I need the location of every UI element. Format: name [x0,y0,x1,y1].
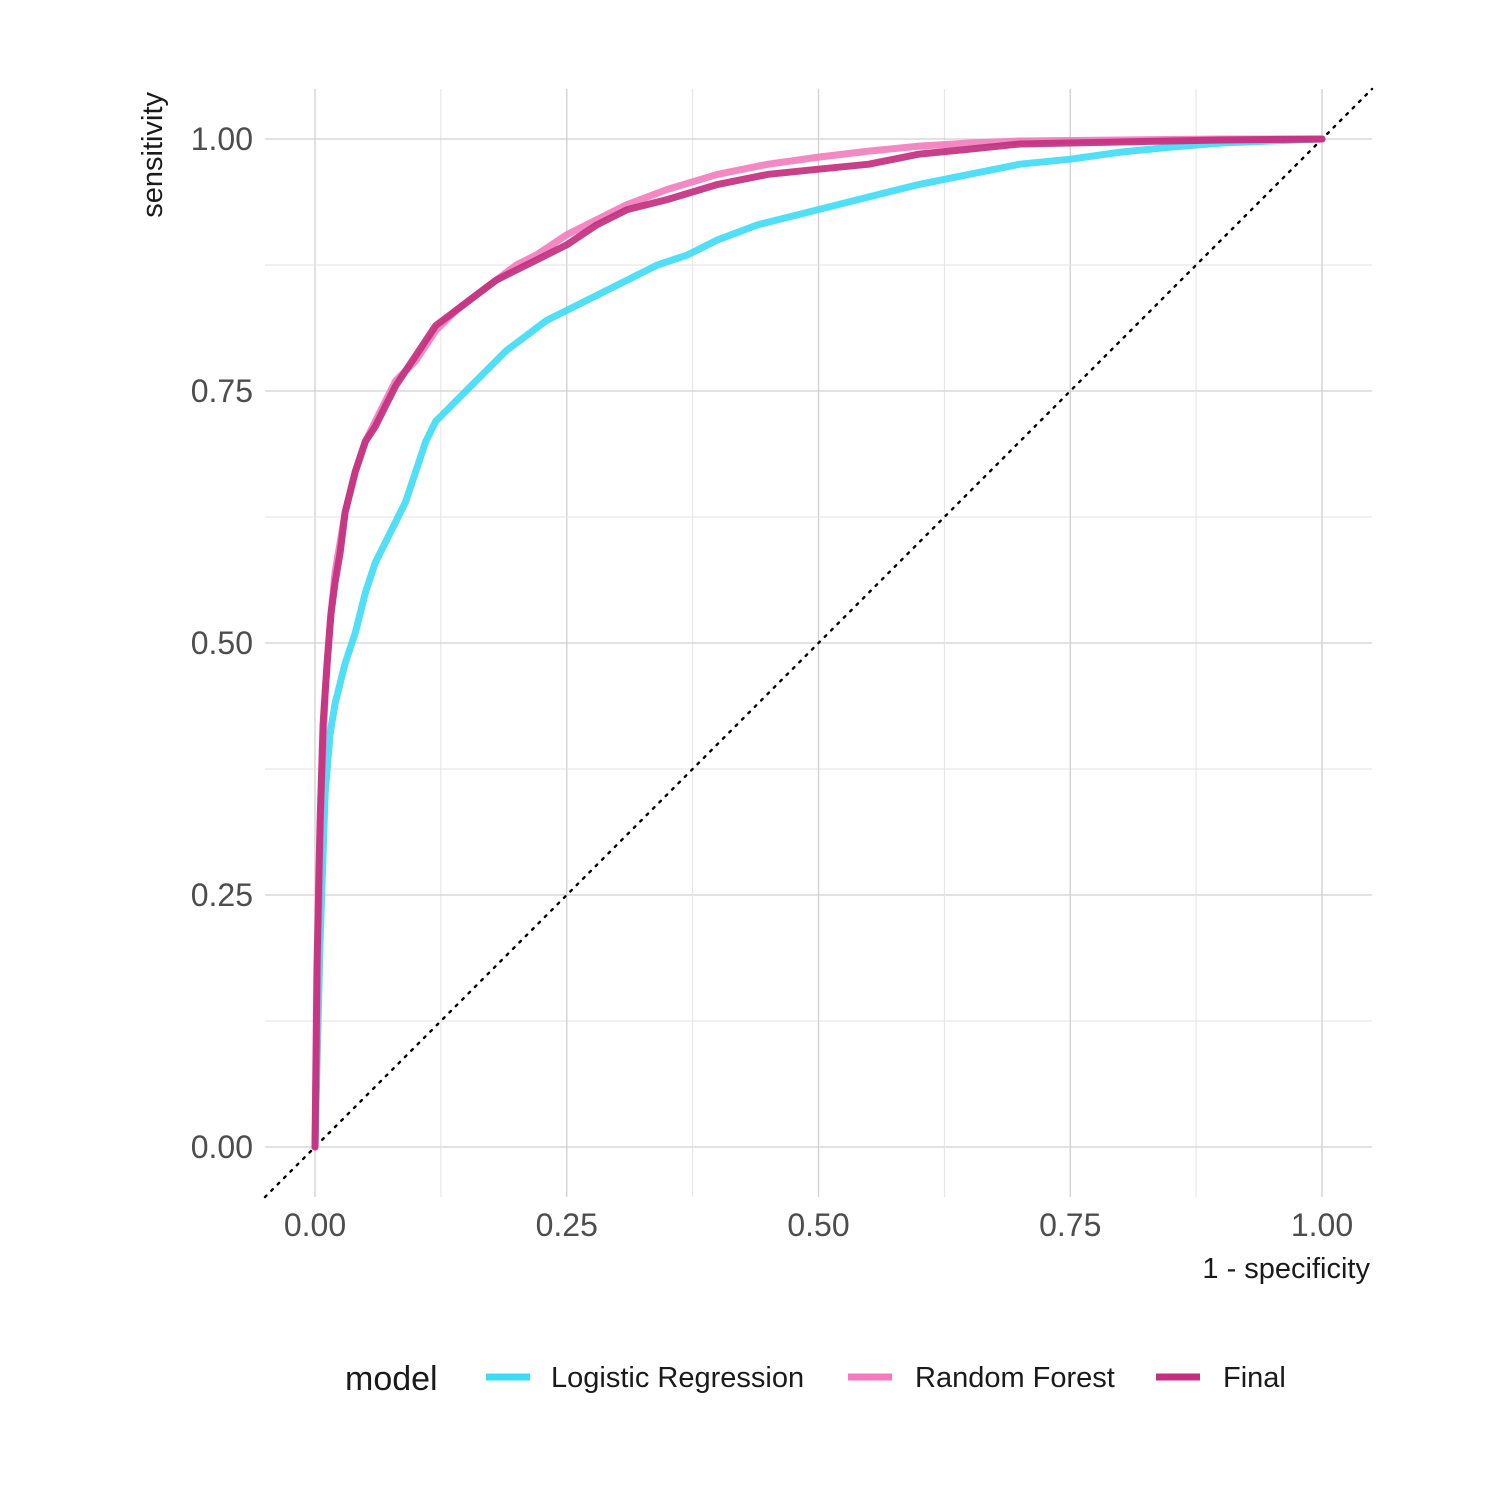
reference-diagonal [263,87,1374,1199]
y-tick-label: 0.00 [191,1129,253,1165]
grid [265,89,1372,1197]
y-tick-label: 0.25 [191,877,253,913]
y-tick-label: 0.50 [191,625,253,661]
series-line-logistic-regression [311,135,1326,1151]
series-lines [311,135,1326,1151]
x-tick-label: 0.75 [1039,1207,1101,1243]
legend-label-logistic-regression: Logistic Regression [551,1362,804,1394]
legend: model Logistic Regression Random Forest … [345,1360,1286,1398]
legend-label-final: Final [1223,1362,1286,1394]
x-tick-label: 1.00 [1291,1207,1353,1243]
x-tick-label: 0.00 [284,1207,346,1243]
y-tick-label: 0.75 [191,373,253,409]
x-axis-title: 1 - specificity [1202,1253,1370,1285]
y-tick-labels: 0.00 0.25 0.50 0.75 1.00 [191,121,253,1165]
x-tick-labels: 0.00 0.25 0.50 0.75 1.00 [284,1207,1353,1243]
legend-label-random-forest: Random Forest [915,1362,1115,1394]
x-tick-label: 0.25 [536,1207,598,1243]
y-tick-label: 1.00 [191,121,253,157]
reference-line [263,87,1374,1199]
series-line-final [311,135,1326,1151]
legend-title: model [345,1360,438,1398]
x-tick-label: 0.50 [787,1207,849,1243]
y-axis-title: sensitivity [137,92,169,218]
